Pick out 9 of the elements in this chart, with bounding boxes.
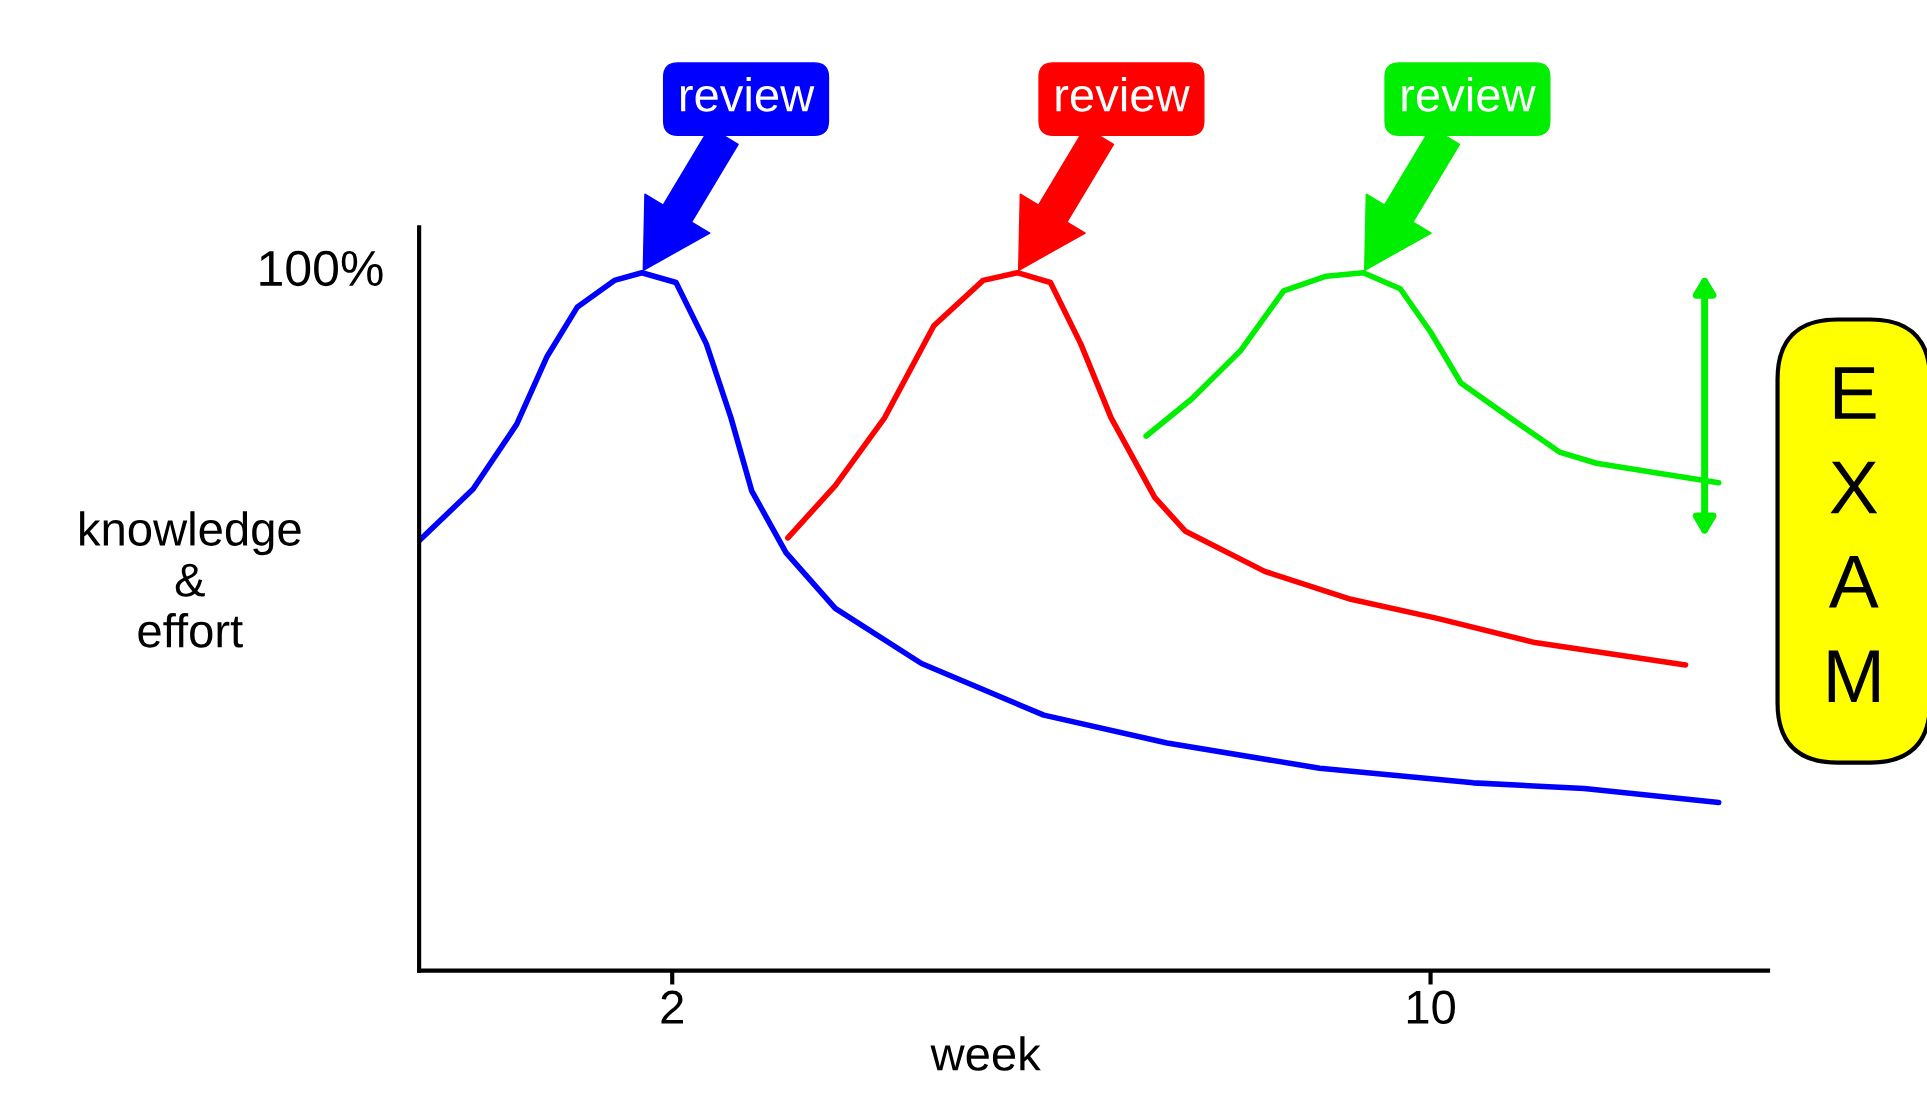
y-axis-title: knowledge & effort bbox=[80, 511, 301, 648]
x-tick-label: 2 bbox=[661, 990, 683, 1024]
x-axis-title: week bbox=[930, 1036, 1041, 1071]
text: EXAM bbox=[1828, 367, 1879, 702]
text: 100% bbox=[260, 250, 383, 287]
text: review bbox=[1056, 77, 1190, 112]
x-tick-label: 10 bbox=[1407, 990, 1455, 1025]
text: review bbox=[1402, 77, 1536, 112]
text: review bbox=[680, 77, 815, 112]
